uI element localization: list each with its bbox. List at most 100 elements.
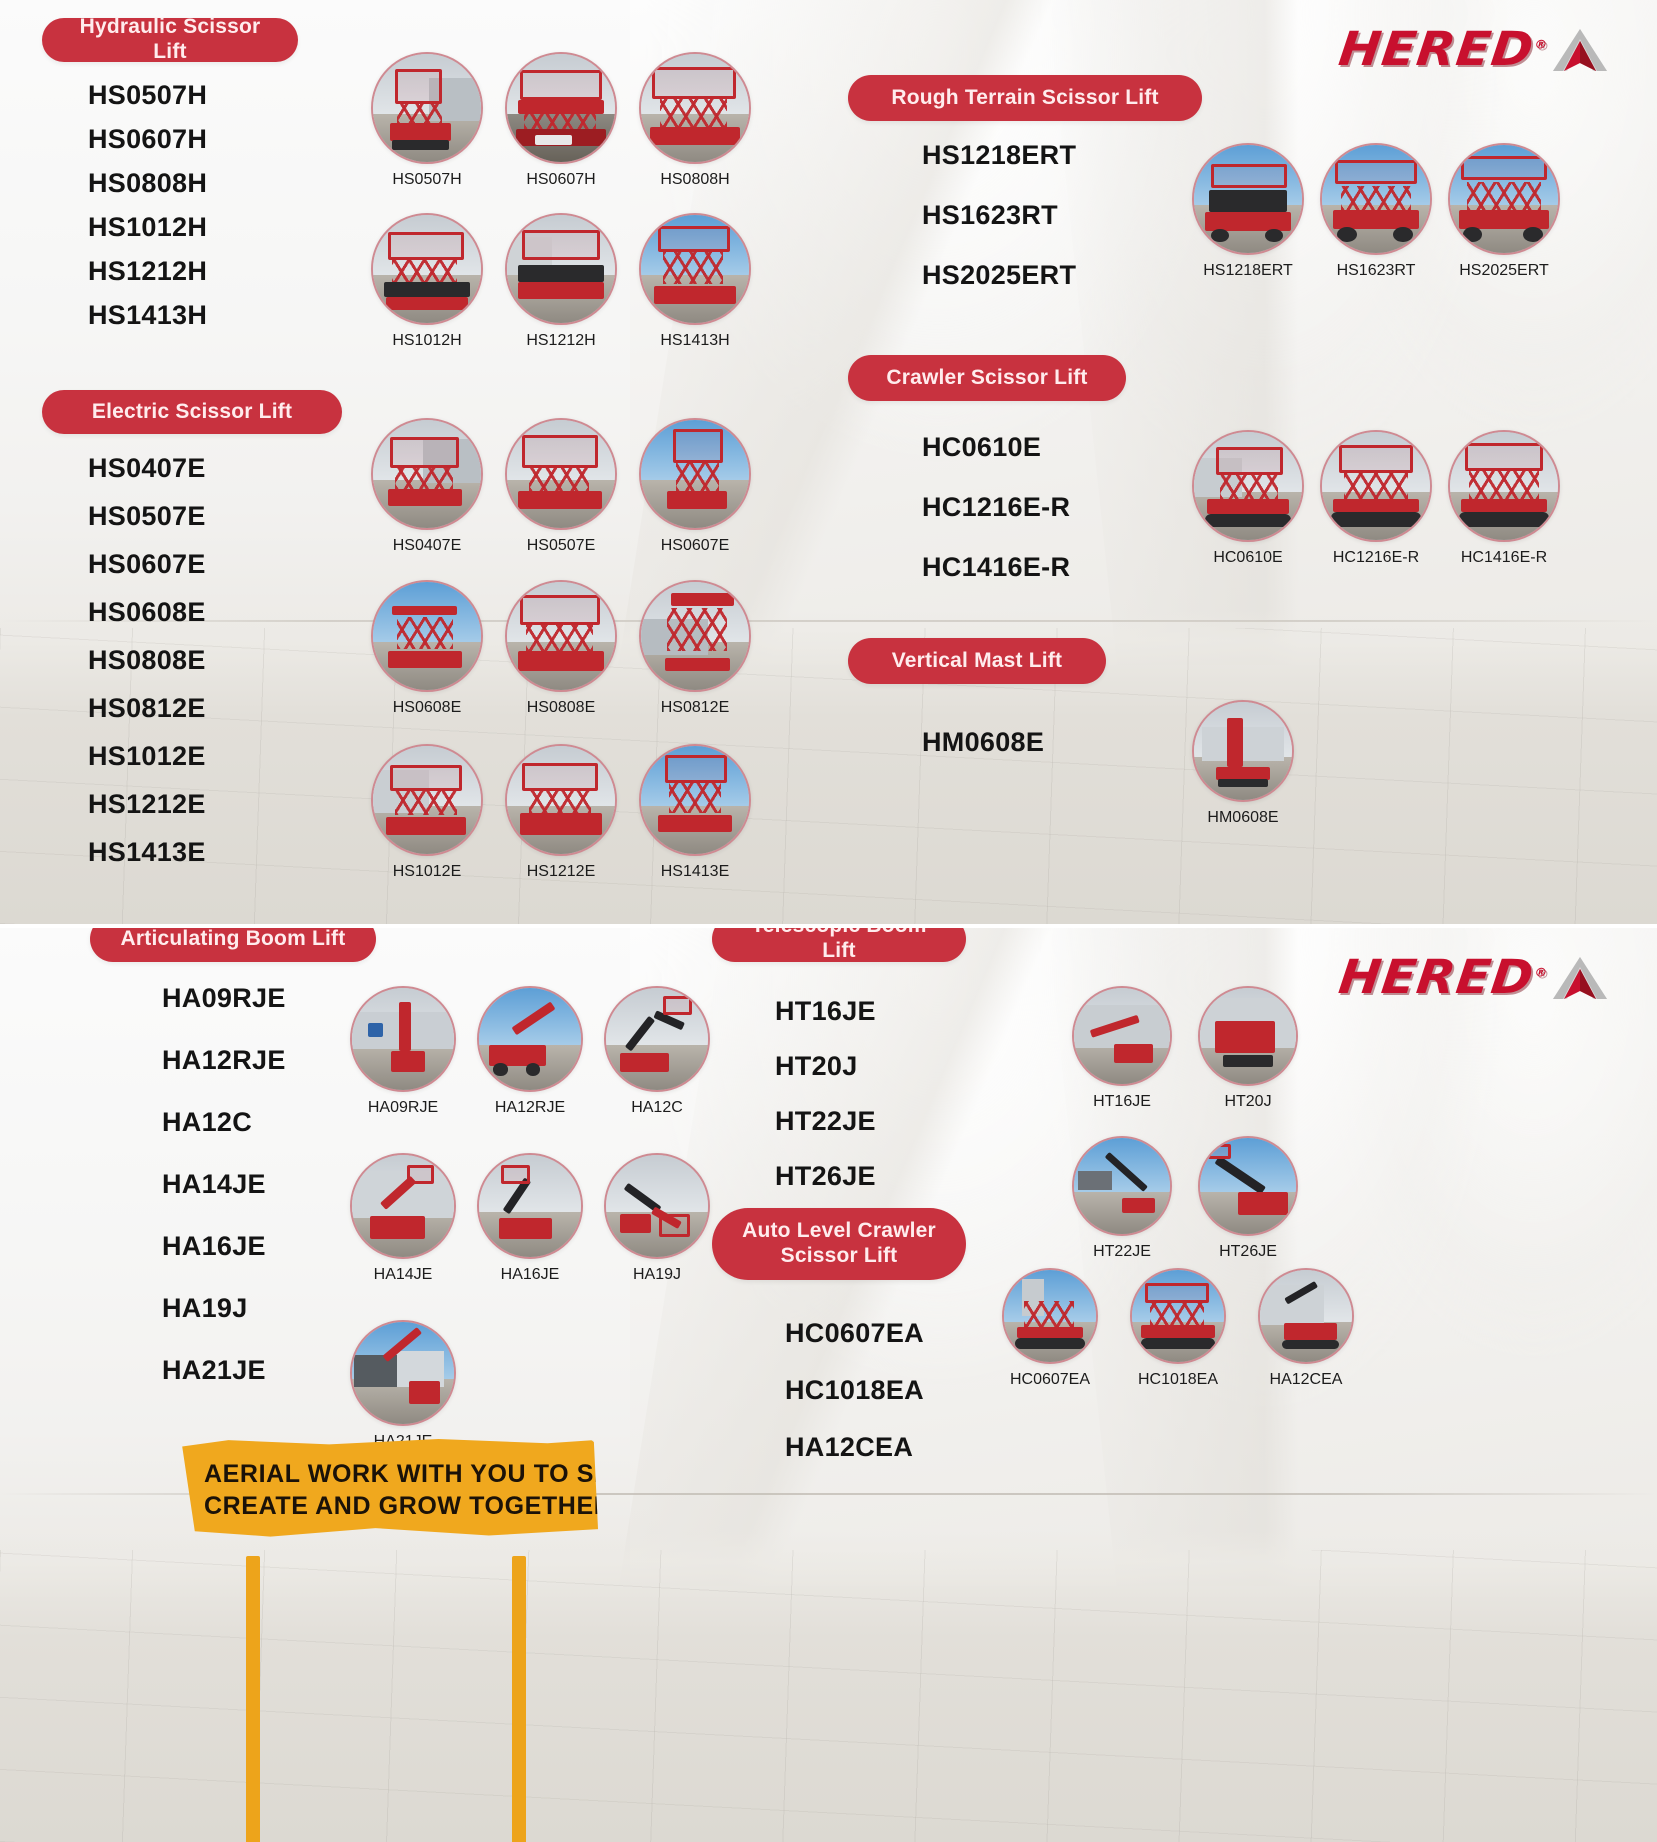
thumb-label: HA16JE xyxy=(500,1266,560,1283)
model-name[interactable]: HS1012E xyxy=(88,741,206,771)
brand-wordmark: HERED® xyxy=(1335,22,1550,77)
product-thumb-hs0507h[interactable]: HS0507H xyxy=(371,52,483,189)
product-thumb-ha19j[interactable]: HA19J xyxy=(604,1153,710,1284)
model-name[interactable]: HA16JE xyxy=(162,1231,266,1261)
product-thumb-hs1623rt[interactable]: HS1623RT xyxy=(1320,143,1432,280)
product-thumb-hs0808e[interactable]: HS0808E xyxy=(505,580,617,717)
thumb-label: HS1413H xyxy=(660,332,730,349)
product-thumb-ht20j[interactable]: HT20J xyxy=(1198,986,1298,1111)
category-badge-telescopic-boom-lift[interactable]: Telescopic Boom Lift xyxy=(712,928,966,962)
background-tile-grid xyxy=(0,1549,1657,1842)
model-name[interactable]: HS0507E xyxy=(88,501,206,531)
product-thumb-ht16je[interactable]: HT16JE xyxy=(1072,986,1172,1111)
badge-line-2: Scissor Lift xyxy=(780,1244,898,1267)
product-thumb-hs0407e[interactable]: HS0407E xyxy=(371,418,483,555)
product-thumb-hs1012e[interactable]: HS1012E xyxy=(371,744,483,881)
product-thumb-hs0607h[interactable]: HS0607H xyxy=(505,52,617,189)
product-thumb-hc1018ea[interactable]: HC1018EA xyxy=(1130,1268,1226,1389)
product-thumb-hs0808h[interactable]: HS0808H xyxy=(639,52,751,189)
product-thumb-hs1012h[interactable]: HS1012H xyxy=(371,213,483,350)
model-name[interactable]: HT20J xyxy=(775,1051,858,1081)
product-thumb-hs0608e[interactable]: HS0608E xyxy=(371,580,483,717)
model-name[interactable]: HS1413H xyxy=(88,300,208,330)
model-name[interactable]: HS0812E xyxy=(88,693,206,723)
product-thumb-ha12rje[interactable]: HA12RJE xyxy=(477,986,583,1117)
product-thumb-ha12c[interactable]: HA12C xyxy=(604,986,710,1117)
model-name[interactable]: HT16JE xyxy=(775,996,876,1026)
category-badge-crawler-scissor-lift[interactable]: Crawler Scissor Lift xyxy=(848,355,1126,401)
model-name[interactable]: HS1212E xyxy=(88,789,206,819)
product-thumb-hc1216e-r[interactable]: HC1216E-R xyxy=(1320,430,1432,567)
model-list-electric-scissor-lift: HS0407E HS0507E HS0607E HS0608E HS0808E … xyxy=(88,453,206,868)
thumb-label: HT16JE xyxy=(1093,1093,1151,1110)
product-thumb-ha12cea[interactable]: HA12CEA xyxy=(1258,1268,1354,1389)
model-name[interactable]: HC1416E-R xyxy=(922,552,1071,582)
product-thumb-ha09rje[interactable]: HA09RJE xyxy=(350,986,456,1117)
model-name[interactable]: HA12C xyxy=(162,1107,253,1137)
model-name[interactable]: HS1212H xyxy=(88,256,208,286)
product-thumb-ht22je[interactable]: HT22JE xyxy=(1072,1136,1172,1261)
product-thumb-hs1212e[interactable]: HS1212E xyxy=(505,744,617,881)
product-thumb-hm0608e[interactable]: HM0608E xyxy=(1192,700,1294,827)
thumb-label: HS0507E xyxy=(526,537,596,554)
model-name[interactable]: HS0607H xyxy=(88,124,208,154)
model-name[interactable]: HS1413E xyxy=(88,837,206,867)
product-thumb-hs2025ert[interactable]: HS2025ERT xyxy=(1448,143,1560,280)
thumb-label: HS1218ERT xyxy=(1203,262,1293,279)
category-badge-hydraulic-scissor-lift[interactable]: Hydraulic Scissor Lift xyxy=(42,15,298,63)
model-list-auto-level-crawler-scissor-lift: HC0607EA HC1018EA HA12CEA xyxy=(785,1318,924,1463)
product-thumb-hs0507e[interactable]: HS0507E xyxy=(505,418,617,555)
model-name[interactable]: HS1623RT xyxy=(922,200,1058,230)
product-thumb-hs1413e[interactable]: HS1413E xyxy=(639,744,751,881)
product-thumb-ha14je[interactable]: HA14JE xyxy=(350,1153,456,1284)
model-name[interactable]: HS0407E xyxy=(88,453,206,483)
model-name[interactable]: HM0608E xyxy=(922,727,1045,757)
model-name[interactable]: HS1218ERT xyxy=(922,140,1077,170)
thumb-label: HS1212H xyxy=(526,332,596,349)
product-thumb-ha21je[interactable]: HA21JE xyxy=(350,1320,456,1451)
model-name[interactable]: HA19J xyxy=(162,1293,248,1323)
model-name[interactable]: HA12CEA xyxy=(785,1432,914,1462)
category-badge-electric-scissor-lift[interactable]: Electric Scissor Lift xyxy=(42,390,342,434)
model-name[interactable]: HC0607EA xyxy=(785,1318,924,1348)
model-name[interactable]: HC1018EA xyxy=(785,1375,924,1405)
model-name[interactable]: HC0610E xyxy=(922,432,1042,462)
slogan-board: AERIAL WORK WITH YOU TO SHARE CREATE AND… xyxy=(182,1439,598,1537)
model-name[interactable]: HA21JE xyxy=(162,1355,266,1385)
model-name[interactable]: HS0607E xyxy=(88,549,206,579)
product-thumb-hs0607e[interactable]: HS0607E xyxy=(639,418,751,555)
model-name[interactable]: HT26JE xyxy=(775,1161,876,1191)
background-ground xyxy=(0,1531,1657,1842)
product-thumb-hs1413h[interactable]: HS1413H xyxy=(639,213,751,350)
thumb-label: HS1012E xyxy=(392,863,462,880)
product-thumb-hc0610e[interactable]: HC0610E xyxy=(1192,430,1304,567)
model-name[interactable]: HA12RJE xyxy=(162,1045,286,1075)
thumb-label: HS2025ERT xyxy=(1459,262,1549,279)
arrow-chevron-mark-icon xyxy=(1552,28,1607,71)
model-name[interactable]: HS0808H xyxy=(88,168,208,198)
category-badge-articulating-boom-lift[interactable]: Articulating Boom Lift xyxy=(90,928,376,962)
model-name[interactable]: HA09RJE xyxy=(162,983,286,1013)
model-name[interactable]: HS0507H xyxy=(88,80,208,110)
model-list-rough-terrain-scissor-lift: HS1218ERT HS1623RT HS2025ERT xyxy=(922,140,1076,291)
product-thumb-hc0607ea[interactable]: HC0607EA xyxy=(1002,1268,1098,1389)
model-name[interactable]: HC1216E-R xyxy=(922,492,1071,522)
model-name[interactable]: HS2025ERT xyxy=(922,260,1077,290)
product-thumb-ha16je[interactable]: HA16JE xyxy=(477,1153,583,1284)
thumb-label: HS0808H xyxy=(660,171,730,188)
category-badge-rough-terrain-scissor-lift[interactable]: Rough Terrain Scissor Lift xyxy=(848,75,1202,121)
model-name[interactable]: HT22JE xyxy=(775,1106,876,1136)
category-badge-auto-level-crawler-scissor-lift[interactable]: Auto Level Crawler Scissor Lift xyxy=(712,1208,966,1280)
product-thumb-hs1218ert[interactable]: HS1218ERT xyxy=(1192,143,1304,280)
product-thumb-ht26je[interactable]: HT26JE xyxy=(1198,1136,1298,1261)
model-name[interactable]: HS0808E xyxy=(88,645,206,675)
model-name[interactable]: HS1012H xyxy=(88,212,208,242)
product-thumb-hs0812e[interactable]: HS0812E xyxy=(639,580,751,717)
thumb-label: HS0812E xyxy=(660,699,730,716)
thumb-label: HS1623RT xyxy=(1336,262,1416,279)
category-badge-vertical-mast-lift[interactable]: Vertical Mast Lift xyxy=(848,638,1106,684)
product-thumb-hs1212h[interactable]: HS1212H xyxy=(505,213,617,350)
product-thumb-hc1416e-r[interactable]: HC1416E-R xyxy=(1448,430,1560,567)
model-name[interactable]: HS0608E xyxy=(88,597,206,627)
model-name[interactable]: HA14JE xyxy=(162,1169,266,1199)
